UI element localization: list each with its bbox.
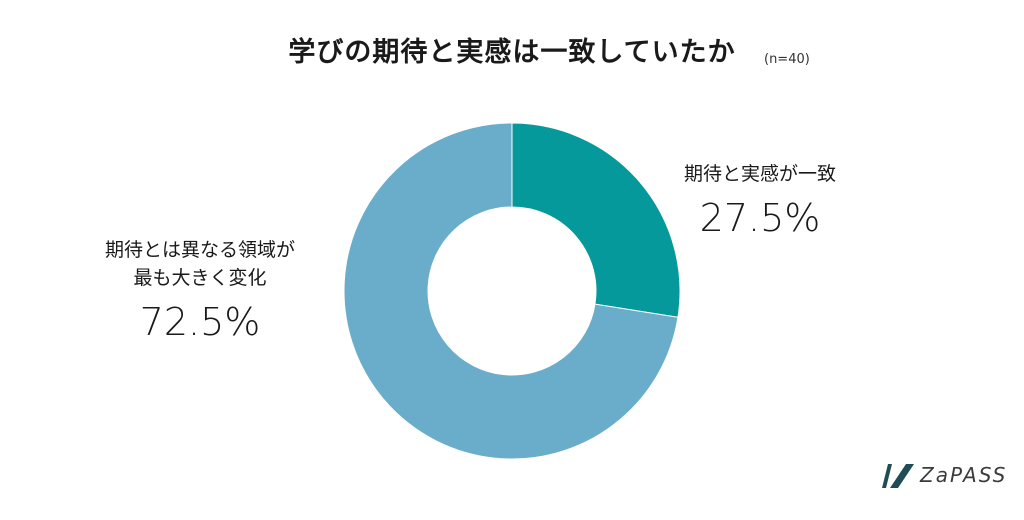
slice-label-match: 期待と実感が一致 27.5% [660, 160, 860, 240]
slice-label-different-value: 72.5% [139, 300, 261, 344]
zapass-logo: ZaPASS [880, 460, 1007, 490]
slice-label-match-name: 期待と実感が一致 [683, 163, 836, 185]
slice-label-match-value: 27.5% [699, 196, 821, 240]
donut-slice-different [343, 122, 679, 460]
zapass-logo-mark-icon [882, 464, 914, 488]
donut-slice-match [511, 122, 681, 318]
sample-size-note: (n=40) [764, 52, 810, 67]
slice-label-different: 期待とは異なる領域が 最も大きく変化 72.5% [80, 236, 320, 344]
zapass-logo-text: ZaPASS [920, 463, 1008, 487]
chart-title: 学びの期待と実感は一致していたか [288, 37, 736, 68]
slice-label-different-name: 期待とは異なる領域が 最も大きく変化 [104, 239, 295, 289]
